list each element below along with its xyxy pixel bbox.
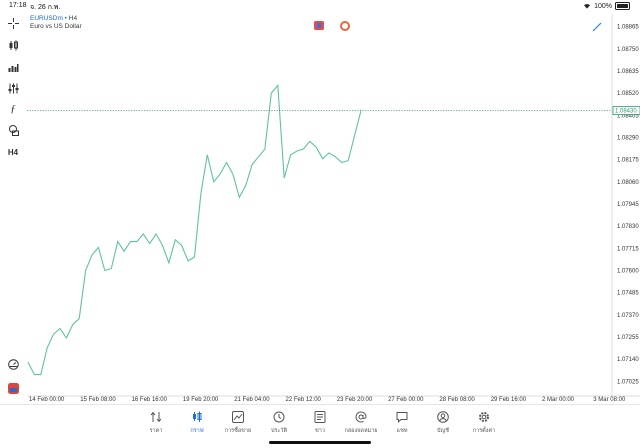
price-tick-label: 1.07485 — [617, 291, 639, 297]
price-tick-label: 1.07140 — [617, 357, 639, 363]
price-tick-label: 1.07600 — [617, 269, 639, 275]
price-tick-label: 1.08520 — [617, 91, 639, 97]
price-tick-label: 1.07715 — [617, 246, 639, 252]
home-indicator — [269, 441, 371, 444]
quotes-icon — [149, 410, 163, 424]
price-tick-label: 1.07025 — [617, 379, 639, 385]
tab-settings[interactable]: การตั้งค่า — [464, 410, 504, 435]
tab-label: บัญชี — [437, 427, 449, 435]
time-tick-label: 21 Feb 04:00 — [234, 397, 270, 403]
tab-label: การซื้อขาย — [225, 427, 251, 435]
mailbox-icon — [354, 410, 368, 424]
tab-label: ข่าว — [315, 427, 325, 435]
news-icon — [313, 410, 327, 424]
time-tick-label: 16 Feb 16:00 — [132, 397, 168, 403]
account-icon — [436, 410, 450, 424]
price-tick-label: 1.07830 — [617, 224, 639, 230]
tab-label: การตั้งค่า — [473, 427, 495, 435]
tab-mailbox[interactable]: กล่องจดหมาย — [341, 410, 381, 435]
price-series-line — [28, 85, 361, 374]
price-tick-label: 1.08750 — [617, 47, 639, 53]
tab-chat[interactable]: แชท — [382, 410, 422, 435]
price-tick-label: 1.07255 — [617, 335, 639, 341]
tab-label: ประวัติ — [271, 427, 287, 435]
time-tick-label: 15 Feb 08:00 — [80, 397, 116, 403]
chart-icon — [190, 410, 204, 424]
tab-label: ราคา — [150, 427, 163, 435]
time-tick-label: 29 Feb 16:00 — [491, 397, 527, 403]
tab-news[interactable]: ข่าว — [300, 410, 340, 435]
time-tick-label: 22 Feb 12:00 — [286, 397, 322, 403]
time-tick-label: 3 Mar 08:00 — [593, 397, 626, 403]
tab-history[interactable]: ประวัติ — [259, 410, 299, 435]
time-tick-label: 23 Feb 20:00 — [337, 397, 373, 403]
price-chart[interactable]: 1.088651.087501.086351.085201.084051.082… — [0, 0, 640, 404]
trendline-tool-icon[interactable] — [593, 23, 601, 31]
tab-label: กล่องจดหมาย — [344, 427, 377, 435]
price-tick-label: 1.08060 — [617, 180, 639, 186]
tab-label: กราฟ — [190, 427, 203, 435]
price-tick-label: 1.08175 — [617, 158, 639, 164]
tab-quotes[interactable]: ราคา — [136, 410, 176, 435]
history-icon — [272, 410, 286, 424]
settings-icon — [477, 410, 491, 424]
time-tick-label: 2 Mar 00:00 — [542, 397, 575, 403]
tab-account[interactable]: บัญชี — [423, 410, 463, 435]
time-tick-label: 28 Feb 08:00 — [439, 397, 475, 403]
price-tick-label: 1.08290 — [617, 135, 639, 141]
time-tick-label: 19 Feb 20:00 — [183, 397, 219, 403]
chat-icon — [395, 410, 409, 424]
price-tick-label: 1.07370 — [617, 313, 639, 319]
time-tick-label: 27 Feb 00:00 — [388, 397, 424, 403]
trade-icon — [231, 410, 245, 424]
price-tick-label: 1.08635 — [617, 69, 639, 75]
price-tick-label: 1.08865 — [617, 25, 639, 31]
price-tick-label: 1.07945 — [617, 202, 639, 208]
tab-chart[interactable]: กราฟ — [177, 410, 217, 435]
time-tick-label: 14 Feb 00:00 — [29, 397, 65, 403]
tab-trade[interactable]: การซื้อขาย — [218, 410, 258, 435]
current-price-label: 1.08430 — [615, 108, 637, 114]
tab-label: แชท — [397, 427, 408, 435]
